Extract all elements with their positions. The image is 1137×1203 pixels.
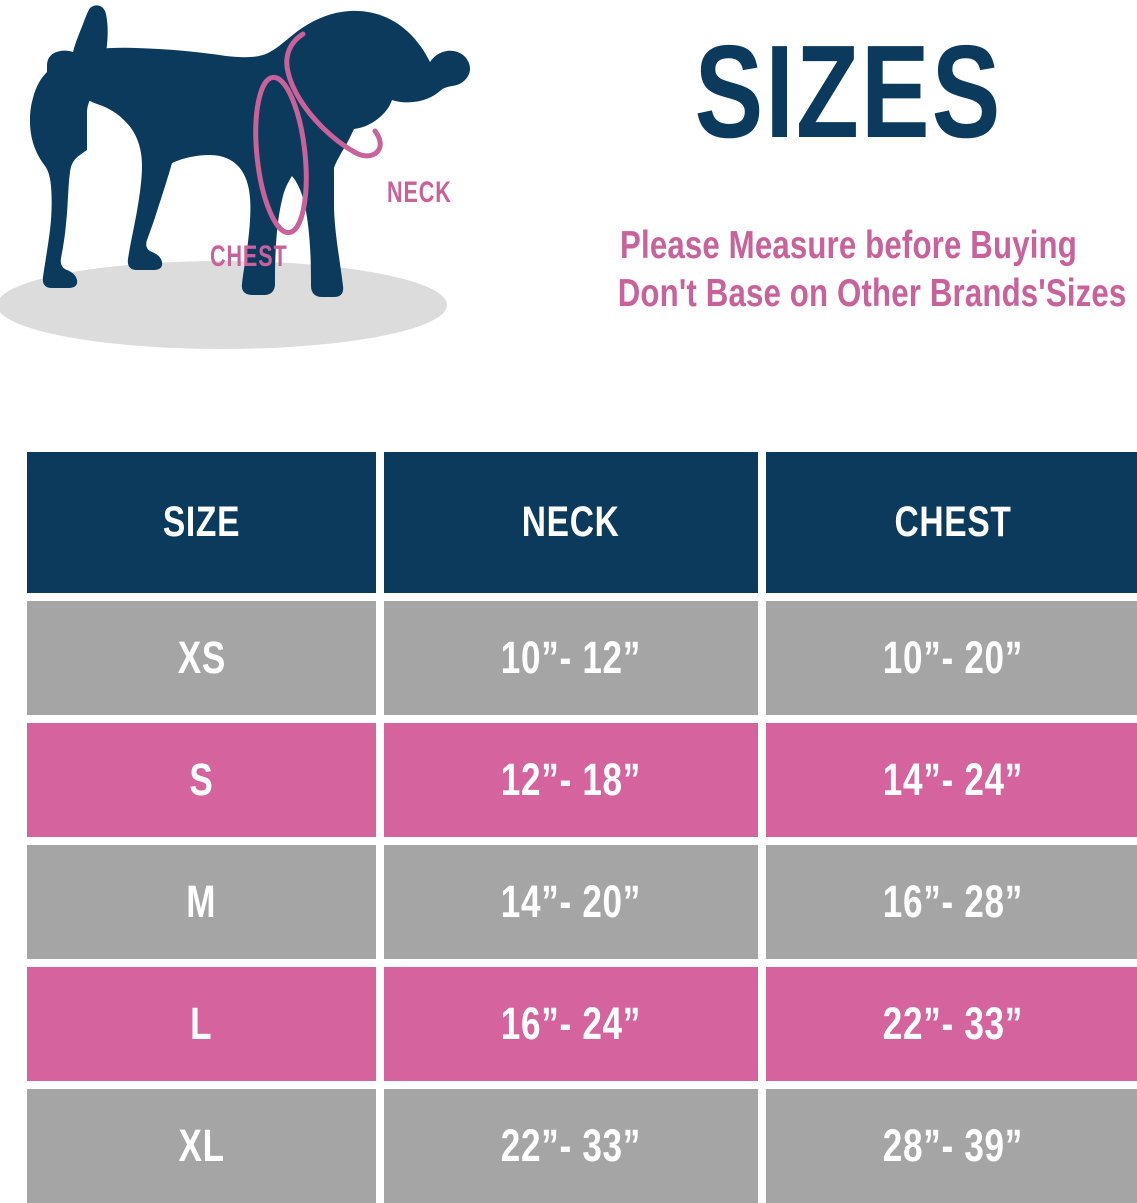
- table-cell-size: L: [27, 967, 376, 1081]
- subtitle-block: Please Measure before Buying Don't Base …: [560, 222, 1137, 317]
- table-row: XS 10”- 12” 10”- 20”: [27, 601, 1137, 715]
- chest-value: 16”- 28”: [882, 876, 1024, 927]
- table-header-row: SIZE NECK CHEST: [27, 452, 1137, 593]
- heading-block: SIZES Please Measure before Buying Don't…: [560, 0, 1137, 400]
- table-row: XL 22”- 33” 28”- 39”: [27, 1089, 1137, 1203]
- table-cell-neck: 10”- 12”: [384, 601, 758, 715]
- size-value: XL: [178, 1120, 225, 1171]
- table-header-chest: CHEST: [766, 452, 1137, 593]
- table-header-neck: NECK: [384, 452, 758, 593]
- dog-illustration: NECK CHEST: [0, 0, 520, 370]
- size-value: XS: [177, 632, 226, 683]
- chest-value: 14”- 24”: [882, 754, 1024, 805]
- size-chart-table: SIZE NECK CHEST XS 10”- 12” 10”- 20” S 1…: [27, 452, 1137, 1203]
- table-cell-size: S: [27, 723, 376, 837]
- chest-value: 28”- 39”: [882, 1120, 1024, 1171]
- table-cell-neck: 14”- 20”: [384, 845, 758, 959]
- table-cell-chest: 28”- 39”: [766, 1089, 1137, 1203]
- top-section: NECK CHEST SIZES Please Measure before B…: [0, 0, 1137, 440]
- table-header-size: SIZE: [27, 452, 376, 593]
- dog-silhouette-icon: [29, 5, 108, 288]
- subtitle-line-1: Please Measure before Buying: [620, 224, 1077, 267]
- subtitle-line-2: Don't Base on Other Brands'Sizes: [617, 271, 1127, 315]
- neck-label: NECK: [387, 176, 452, 209]
- table-cell-neck: 22”- 33”: [384, 1089, 758, 1203]
- chest-value: 10”- 20”: [882, 632, 1024, 683]
- size-value: S: [189, 754, 214, 805]
- table-cell-chest: 16”- 28”: [766, 845, 1137, 959]
- neck-value: 10”- 12”: [500, 632, 642, 683]
- table-row: M 14”- 20” 16”- 28”: [27, 845, 1137, 959]
- table-header-chest-label: CHEST: [894, 498, 1012, 546]
- table-cell-size: M: [27, 845, 376, 959]
- neck-value: 22”- 33”: [500, 1120, 642, 1171]
- table-cell-chest: 10”- 20”: [766, 601, 1137, 715]
- page-title: SIZES: [694, 18, 1003, 165]
- chest-value: 22”- 33”: [882, 998, 1024, 1049]
- table-cell-chest: 22”- 33”: [766, 967, 1137, 1081]
- size-value: L: [190, 998, 213, 1049]
- size-value: M: [186, 876, 217, 927]
- table-header-size-label: SIZE: [162, 498, 241, 546]
- dog-body-icon: [69, 10, 471, 297]
- chest-label: CHEST: [210, 240, 288, 273]
- neck-value: 12”- 18”: [500, 754, 642, 805]
- table-cell-neck: 12”- 18”: [384, 723, 758, 837]
- table-cell-size: XS: [27, 601, 376, 715]
- neck-value: 16”- 24”: [500, 998, 642, 1049]
- table-header-neck-label: NECK: [522, 498, 620, 546]
- table-cell-size: XL: [27, 1089, 376, 1203]
- table-cell-neck: 16”- 24”: [384, 967, 758, 1081]
- neck-measure-loop: [284, 31, 383, 159]
- table-cell-chest: 14”- 24”: [766, 723, 1137, 837]
- neck-value: 14”- 20”: [500, 876, 642, 927]
- table-row: L 16”- 24” 22”- 33”: [27, 967, 1137, 1081]
- chest-measure-loop: [253, 74, 309, 236]
- table-row: S 12”- 18” 14”- 24”: [27, 723, 1137, 837]
